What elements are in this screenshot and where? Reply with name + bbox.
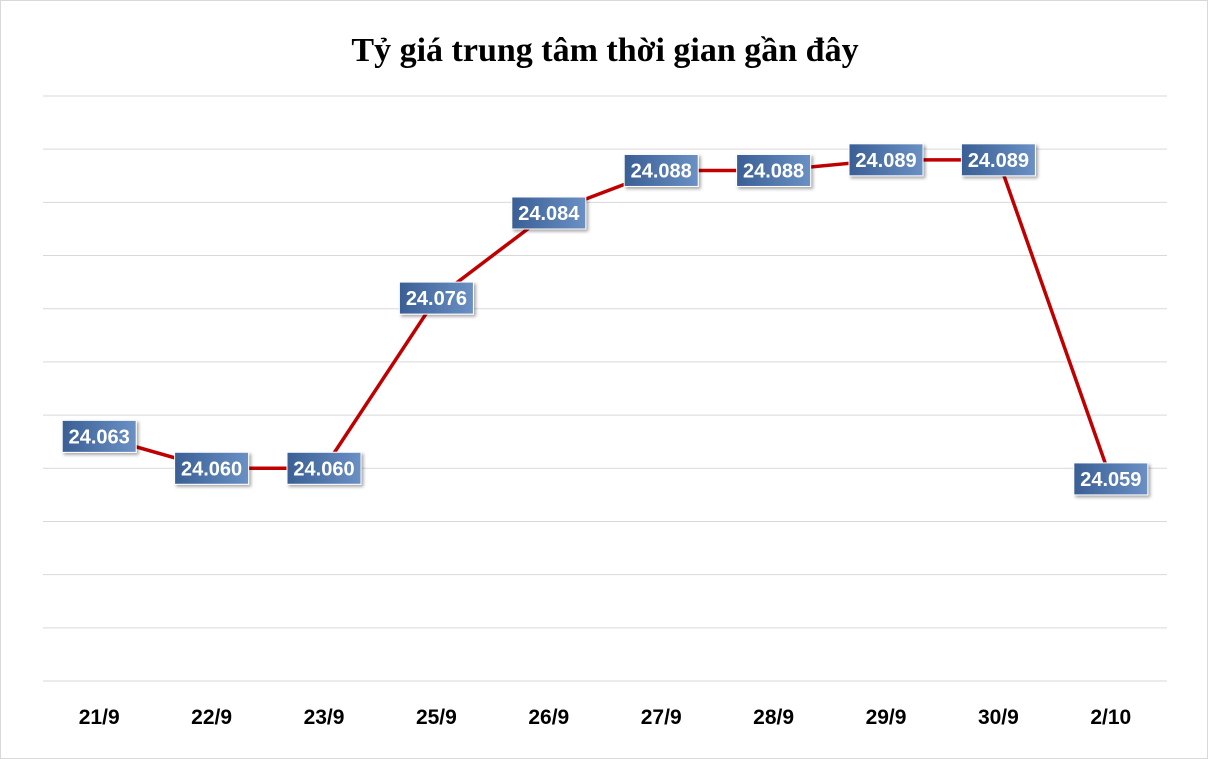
data-label-text: 24.089 [855,150,916,172]
data-label-text: 24.060 [181,458,242,480]
data-label: 24.084 [511,196,587,230]
data-labels: 24.063 24.060 24.060 24.076 24.084 24.088 24.0… [61,143,1149,496]
data-label: 24.089 [848,143,924,177]
data-label-box [174,451,250,485]
data-label: 24.076 [398,281,474,315]
data-label-box [1073,462,1149,496]
x-tick-label: 27/9 [641,706,682,729]
x-tick-label: 26/9 [528,706,569,729]
data-label-box [398,281,474,315]
data-label-text: 24.088 [631,160,692,182]
data-label-text: 24.063 [69,426,130,448]
data-label: 24.059 [1073,462,1149,496]
data-label-box [848,143,924,177]
data-label-text: 24.084 [518,203,580,225]
data-label: 24.088 [736,153,812,187]
data-label-box [736,153,812,187]
series-line-group [97,157,1113,481]
x-tick-label: 23/9 [304,706,345,729]
data-label-text: 24.089 [968,150,1029,172]
data-label-box [623,153,699,187]
x-tick-label: 25/9 [416,706,457,729]
data-label-box [511,196,587,230]
chart-title: Tỷ giá trung tâm thời gian gần đây [351,32,858,69]
series-line [98,158,1113,480]
data-label-box [61,419,137,453]
x-tick-label: 29/9 [866,706,907,729]
x-tick-label: 30/9 [978,706,1019,729]
data-label-text: 24.088 [743,160,804,182]
data-label: 24.088 [623,153,699,187]
data-label-text: 24.076 [406,288,467,310]
x-tick-label: 22/9 [191,706,232,729]
gridlines [43,95,1167,682]
data-label-text: 24.059 [1080,469,1141,491]
data-label-box [960,143,1036,177]
data-label: 24.089 [960,143,1036,177]
data-label-box [286,451,362,485]
data-label-text: 24.060 [293,458,354,480]
data-label: 24.060 [174,451,250,485]
x-tick-label: 2/10 [1090,706,1131,729]
data-label: 24.063 [61,419,137,453]
x-tick-label: 21/9 [79,706,120,729]
data-label: 24.060 [286,451,362,485]
x-tick-label: 28/9 [753,706,794,729]
x-axis-tick-labels: 21/9 22/9 23/9 25/9 26/9 27/9 28/9 29/9 30/9 2/10 [79,706,1131,729]
